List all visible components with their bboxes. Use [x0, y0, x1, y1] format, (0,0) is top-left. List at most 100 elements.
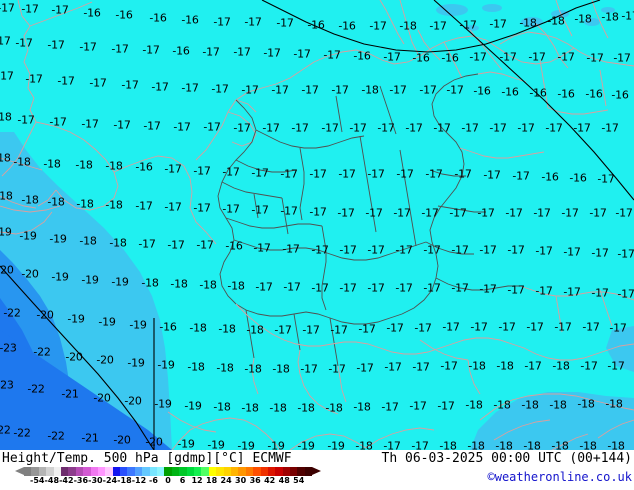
temperature-value-label: -18: [105, 198, 123, 212]
temperature-value-label: -17: [300, 362, 318, 376]
temperature-value-label: -17: [222, 165, 240, 179]
temperature-value-label: -17: [79, 40, 97, 54]
temperature-band-minus22b: [0, 330, 172, 450]
temperature-value-label: -18: [325, 401, 343, 415]
color-scale-swatch: [297, 467, 305, 476]
temperature-value-label: -17: [405, 121, 423, 135]
temperature-value-label: -18: [76, 197, 94, 211]
temperature-value-label: -19: [157, 358, 175, 372]
temperature-value-label: -18: [519, 16, 537, 30]
temperature-value-label: -16: [557, 87, 575, 101]
color-scale-swatch: [68, 467, 76, 476]
temperature-value-label: -17: [339, 243, 357, 257]
temperature-value-label: -17: [311, 243, 329, 257]
temperature-value-label: -17: [89, 76, 107, 90]
temperature-value-label: -17: [367, 167, 385, 181]
temperature-value-label: -17: [293, 47, 311, 61]
temperature-value-label: -17: [383, 50, 401, 64]
temperature-value-label: -22: [33, 345, 51, 359]
temperature-value-label: -16: [172, 44, 190, 58]
temperature-value-label: -17: [609, 321, 627, 335]
temperature-value-label: -17: [213, 15, 231, 29]
temperature-value-label: -19: [154, 397, 172, 411]
temperature-value-label: -17: [193, 164, 211, 178]
temperature-value-label: -18: [227, 279, 245, 293]
temperature-value-label: -16: [135, 160, 153, 174]
temperature-value-label: -17: [135, 199, 153, 213]
temperature-value-label: -18: [496, 359, 514, 373]
temperature-value-label: -17: [339, 281, 357, 295]
color-scale-tick-label: 42: [264, 476, 276, 485]
temperature-value-label: -19: [98, 315, 116, 329]
color-scale-swatch: [179, 467, 187, 476]
color-scale-tick-label: 36: [249, 476, 261, 485]
temperature-value-label: -18: [79, 234, 97, 248]
temperature-value-label: -18: [269, 401, 287, 415]
color-scale-tick-label: 12: [191, 476, 203, 485]
temperature-value-label: -21: [81, 431, 99, 445]
temperature-value-label: -17: [202, 45, 220, 59]
temperature-value-label: -17: [586, 51, 604, 65]
color-scale-ticks: -54 -48 -42 -36 -30 -24 -18 -12 -6 0 6 12 18 24 30 36 42…: [24, 476, 312, 487]
temperature-value-label: -17: [386, 321, 404, 335]
map-canvas[interactable]: -17-17-17-16-16-16-16-17-17-17-16-16-17-…: [0, 0, 634, 450]
temperature-value-label: -18: [272, 362, 290, 376]
temperature-value-label: -16: [353, 49, 371, 63]
temperature-value-label: -17: [113, 118, 131, 132]
color-scale-swatch: [83, 467, 91, 476]
temperature-value-label: -17: [389, 83, 407, 97]
temperature-value-label: -23: [0, 378, 14, 392]
temperature-value-label: -17: [437, 399, 455, 413]
temperature-value-label: -17: [615, 206, 633, 220]
color-scale-swatch: [142, 467, 150, 476]
color-scale-swatch: [112, 467, 121, 476]
temperature-value-label: -17: [563, 285, 581, 299]
temperature-value-label: -18: [0, 151, 11, 165]
color-scale-swatch: [223, 467, 231, 476]
temperature-value-label: -19: [19, 229, 37, 243]
temperature-value-label: -17: [498, 320, 516, 334]
color-scale-legend[interactable]: -54 -48 -42 -36 -30 -24 -18 -12 -6 0 6 12 18 24 30 36 42…: [15, 467, 324, 489]
temperature-value-label: -17: [251, 203, 269, 217]
temperature-value-label: -19: [49, 232, 67, 246]
color-scale-swatch: [90, 467, 98, 476]
temperature-value-label: -17: [0, 1, 15, 15]
temperature-value-label: -17: [483, 168, 501, 182]
temperature-value-label: -19: [0, 225, 12, 239]
temperature-value-label: -17: [582, 320, 600, 334]
temperature-value-label: -16: [338, 19, 356, 33]
temperature-value-label: -17: [331, 83, 349, 97]
temperature-value-label: -20: [36, 308, 54, 322]
scale-low-arrow-icon: [15, 467, 24, 475]
temperature-value-label: -17: [533, 206, 551, 220]
temperature-value-label: -17: [365, 206, 383, 220]
color-scale-swatch: [38, 467, 47, 476]
color-scale-tick-label: -18: [117, 476, 132, 485]
color-scale-tick-label: -48: [44, 476, 60, 485]
temperature-value-label: -17: [164, 162, 182, 176]
color-scale-swatch: [46, 467, 54, 476]
color-scale-swatch: [24, 467, 32, 476]
color-scale-swatch: [245, 467, 254, 476]
temperature-value-label: -18: [523, 439, 541, 451]
temperature-value-label: -17: [241, 83, 259, 97]
temperature-value-label: -18: [439, 439, 457, 451]
temperature-value-label: -17: [280, 204, 298, 218]
temperature-value-label: -17: [358, 322, 376, 336]
temperature-value-label: -18: [75, 158, 93, 172]
temperature-value-label: -17: [338, 167, 356, 181]
temperature-value-label: -17: [489, 17, 507, 31]
temperature-value-label: -17: [233, 45, 251, 59]
temperature-value-label: -17: [477, 206, 495, 220]
temperature-value-label: -17: [0, 69, 14, 83]
color-scale-swatch: [260, 467, 268, 476]
color-scale-tick-label: 0: [165, 476, 171, 485]
temperature-value-label: -18: [105, 159, 123, 173]
temperature-value-label: -17: [421, 206, 439, 220]
temperature-value-label: -17: [429, 19, 447, 33]
temperature-value-label: -17: [617, 247, 634, 261]
temperature-value-label: -17: [255, 280, 273, 294]
temperature-value-label: -17: [302, 323, 320, 337]
map-footer: Height/Temp. 500 hPa [gdmp][°C] ECMWF Th…: [0, 450, 634, 490]
temperature-value-label: -20: [65, 350, 83, 364]
